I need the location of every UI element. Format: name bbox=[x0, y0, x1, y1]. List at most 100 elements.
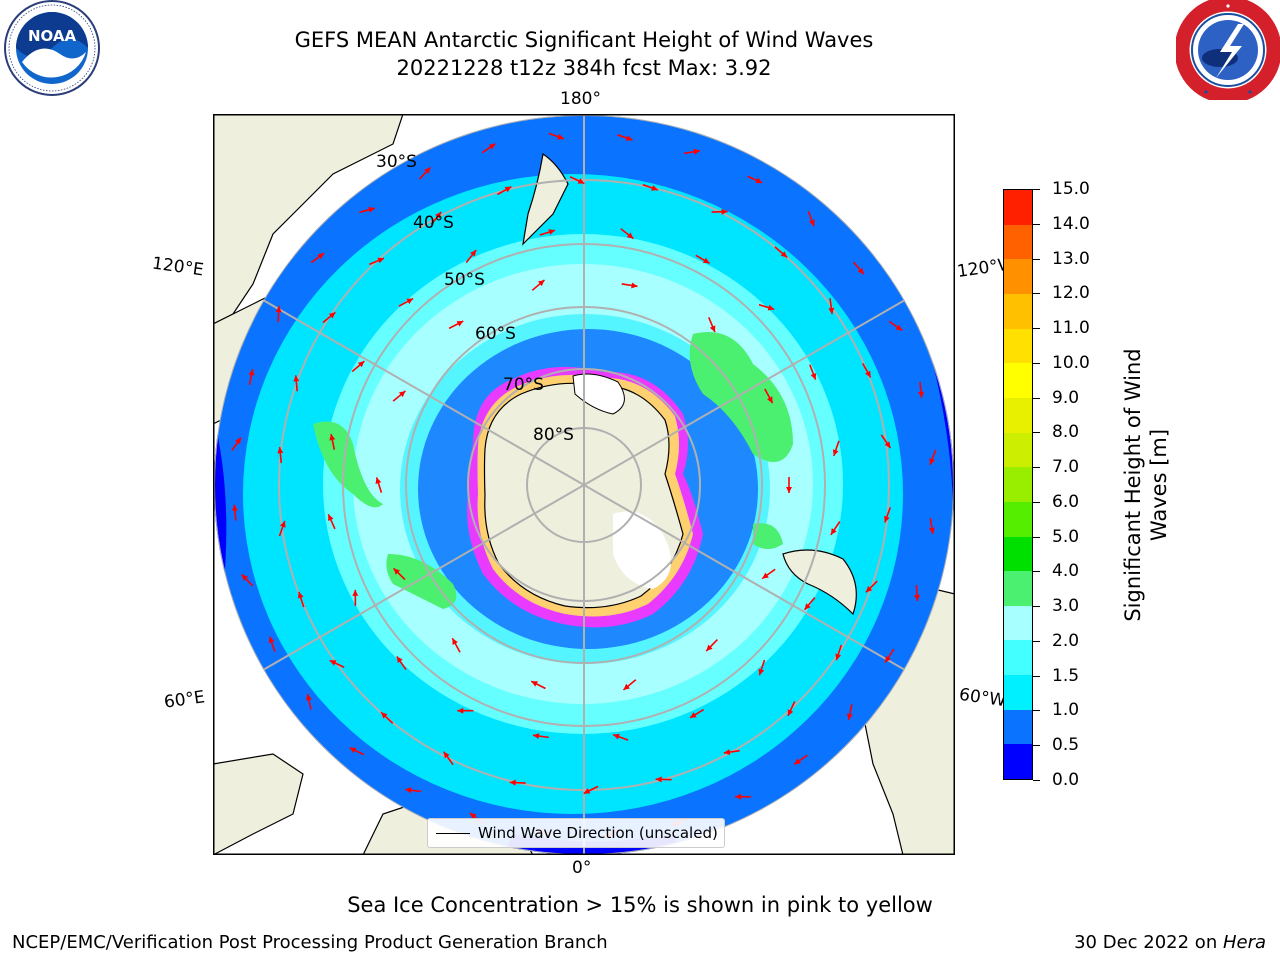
wave-direction-arrowhead bbox=[398, 390, 406, 398]
colorbar-tick-mark bbox=[1033, 293, 1040, 295]
wave-direction-arrowhead bbox=[895, 324, 903, 331]
wave-direction-arrowhead bbox=[810, 372, 817, 380]
wave-direction-arrowhead bbox=[469, 812, 477, 820]
noaa-logo-icon: NOAA bbox=[0, 0, 106, 100]
chart-subtitle: 20221228 t12z 384h fcst Max: 3.92 bbox=[396, 56, 772, 80]
wave-direction-arrowhead bbox=[577, 178, 585, 184]
wave-direction-arrowhead bbox=[357, 361, 365, 368]
longitude-label-180: 180° bbox=[560, 89, 601, 109]
wave-direction-arrowhead bbox=[762, 572, 769, 579]
colorbar-tick-mark bbox=[1033, 780, 1040, 781]
colorbar-segment bbox=[1004, 259, 1032, 295]
wave-direction-arrowhead bbox=[405, 787, 412, 794]
wave-direction-arrowhead bbox=[809, 219, 815, 227]
colorbar-tick-mark bbox=[1033, 223, 1040, 225]
wave-direction-arrowhead bbox=[277, 447, 284, 454]
wave-direction-arrowhead bbox=[702, 257, 710, 264]
wave-direction-arrowhead bbox=[375, 477, 382, 485]
wave-direction-arrowhead bbox=[248, 369, 255, 376]
colorbar-segment bbox=[1004, 675, 1032, 710]
footer-machine: Hera bbox=[1222, 932, 1266, 953]
wave-direction-arrowhead bbox=[884, 441, 891, 449]
colorbar-tick-label: 0.0 bbox=[1052, 770, 1080, 790]
wave-direction-arrowhead bbox=[830, 528, 837, 535]
wave-direction-arrowhead bbox=[328, 514, 334, 522]
colorbar-title-line1: Significant Height of Wind bbox=[1121, 348, 1145, 622]
colorbar-segment bbox=[1004, 571, 1032, 606]
national-weather-service-logo-icon bbox=[1174, 0, 1280, 104]
wave-direction-arrowhead bbox=[723, 749, 731, 756]
wave-direction-arrowhead bbox=[804, 603, 811, 610]
colorbar-tick-mark bbox=[1033, 536, 1040, 538]
footer-date-text: 30 Dec 2022 on bbox=[1074, 932, 1223, 953]
wave-direction-arrowhead bbox=[557, 133, 564, 140]
colorbar-segment bbox=[1004, 605, 1032, 641]
wave-direction-arrowhead bbox=[928, 527, 935, 534]
wave-direction-arrowhead bbox=[625, 135, 633, 141]
wave-direction-arrowhead bbox=[758, 668, 765, 676]
wave-direction-arrowhead bbox=[721, 208, 728, 215]
colorbar-tick-mark bbox=[1033, 640, 1040, 642]
colorbar-tick-mark bbox=[1033, 467, 1040, 469]
colorbar-tick-label: 2.0 bbox=[1052, 630, 1080, 651]
colorbar-tick-label: 14.0 bbox=[1052, 213, 1090, 234]
colorbar-segment bbox=[1004, 501, 1032, 537]
wave-direction-arrowhead bbox=[794, 758, 801, 765]
wave-direction-arrowhead bbox=[689, 712, 697, 718]
wave-direction-arrowhead bbox=[548, 229, 555, 235]
colorbar-tick-label: 15.0 bbox=[1052, 179, 1090, 199]
wave-direction-arrowhead bbox=[767, 304, 775, 311]
colorbar-tick-label: 1.0 bbox=[1052, 700, 1080, 721]
colorbar-tick-mark bbox=[1033, 258, 1040, 260]
latitude-label-30s: 30°S bbox=[376, 152, 417, 172]
colorbar-tick-mark bbox=[1033, 710, 1040, 712]
colorbar-segment bbox=[1004, 294, 1032, 329]
colorbar-tick-label: 12.0 bbox=[1052, 283, 1090, 304]
colorbar-tick-label: 3.0 bbox=[1052, 596, 1080, 617]
wave-direction-arrowhead bbox=[706, 644, 713, 652]
colorbar-tick-label: 10.0 bbox=[1052, 352, 1090, 373]
wave-direction-arrowhead bbox=[918, 391, 925, 398]
wave-direction-arrowhead bbox=[583, 788, 591, 794]
colorbar-segment bbox=[1004, 397, 1032, 433]
wave-direction-arrowhead bbox=[835, 653, 842, 661]
wave-direction-arrowhead bbox=[767, 396, 773, 404]
wave-direction-arrowhead bbox=[531, 681, 538, 687]
antarctic-wave-map bbox=[212, 113, 956, 856]
wave-direction-arrowhead bbox=[631, 282, 638, 289]
colorbar bbox=[1003, 189, 1033, 780]
colorbar-segment bbox=[1004, 363, 1032, 398]
colorbar-tick-label: 11.0 bbox=[1052, 318, 1090, 339]
colorbar-tick-label: 1.5 bbox=[1052, 665, 1080, 686]
wave-direction-arrowhead bbox=[349, 747, 357, 754]
wave-direction-arrowhead bbox=[457, 707, 464, 714]
wave-direction-arrowhead bbox=[443, 751, 450, 759]
colorbar-tick-mark bbox=[1033, 606, 1040, 608]
colorbar-segment bbox=[1004, 224, 1032, 260]
colorbar-tick-mark bbox=[1033, 189, 1040, 190]
wave-direction-arrowhead bbox=[381, 712, 388, 719]
wave-direction-arrowhead bbox=[504, 186, 512, 193]
longitude-label-0: 0° bbox=[572, 858, 592, 878]
wave-direction-arrowhead bbox=[626, 232, 634, 239]
wave-direction-arrowhead bbox=[328, 312, 336, 319]
wave-direction-arrowhead bbox=[235, 437, 242, 445]
colorbar-tick-label: 13.0 bbox=[1052, 248, 1090, 269]
legend-line-swatch bbox=[436, 832, 470, 834]
wave-direction-arrowhead bbox=[846, 713, 853, 721]
latitude-label-50s: 50°S bbox=[444, 270, 485, 290]
wave-direction-arrowhead bbox=[828, 307, 835, 315]
wave-direction-arrowhead bbox=[537, 279, 545, 287]
wave-direction-arrowhead bbox=[406, 298, 414, 305]
colorbar-segment bbox=[1004, 536, 1032, 572]
colorbar-tick-label: 6.0 bbox=[1052, 491, 1080, 512]
colorbar-tick-label: 8.0 bbox=[1052, 422, 1080, 443]
map-legend: Wind Wave Direction (unscaled) bbox=[427, 818, 725, 848]
wave-direction-arrowhead bbox=[268, 636, 275, 644]
wave-direction-arrowhead bbox=[786, 487, 792, 493]
legend-label: Wind Wave Direction (unscaled) bbox=[478, 824, 718, 842]
colorbar-tick-label: 4.0 bbox=[1052, 561, 1080, 582]
colorbar-tick-mark bbox=[1033, 328, 1040, 330]
colorbar-segment bbox=[1004, 328, 1032, 364]
wave-direction-arrowhead bbox=[509, 779, 516, 786]
